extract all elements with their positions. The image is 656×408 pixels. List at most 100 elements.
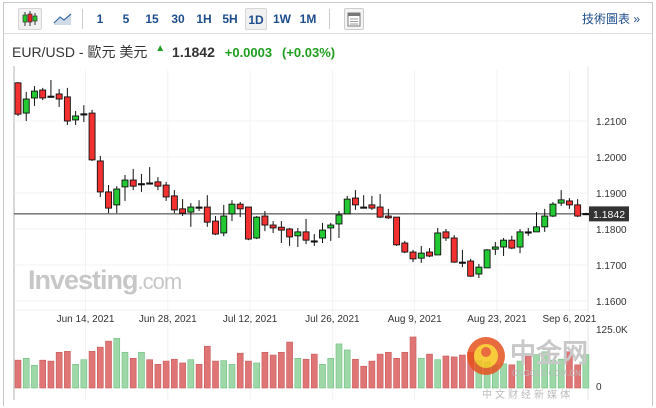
- candle-body: [458, 261, 466, 264]
- candle-body: [162, 184, 170, 198]
- candle: [343, 195, 351, 215]
- volume-bar: [203, 345, 211, 389]
- candle-body: [129, 179, 137, 187]
- candle: [450, 235, 458, 263]
- interval-5h[interactable]: 5H: [222, 12, 238, 26]
- candle-body: [475, 266, 483, 275]
- interval-5[interactable]: 5: [122, 12, 130, 26]
- candle-body: [491, 246, 499, 250]
- candle: [458, 249, 466, 268]
- area-chart-button[interactable]: [52, 8, 76, 30]
- candle-body: [574, 204, 582, 217]
- candlestick-icon: [22, 11, 38, 26]
- volume-bar: [524, 356, 532, 389]
- candle-body: [409, 251, 417, 260]
- candle: [261, 211, 269, 232]
- date-tick-label: Aug 9, 2021: [388, 314, 442, 325]
- toolbar: 1 5 15 30 1H 5H 1D 1W 1M 技術圖表 »: [4, 3, 652, 34]
- candle: [55, 88, 63, 107]
- candle: [220, 204, 228, 237]
- date-tick-label: Jul 12, 2021: [223, 314, 278, 325]
- volume-bar: [253, 362, 260, 389]
- technical-chart-link[interactable]: 技術圖表 »: [581, 12, 640, 26]
- candle: [426, 248, 433, 258]
- candle-body: [277, 226, 285, 231]
- volume-bar: [574, 364, 581, 389]
- volume-bar: [409, 336, 417, 389]
- interval-30[interactable]: 30: [171, 12, 185, 26]
- interval-1m[interactable]: 1M: [299, 12, 317, 26]
- date-tick-label: Sep 6, 2021: [542, 314, 596, 325]
- candle-body: [47, 95, 55, 98]
- candle-body: [319, 229, 326, 239]
- candle: [491, 241, 499, 255]
- volume-bar: [14, 359, 22, 389]
- volume-bar: [55, 351, 63, 389]
- volume-tick-label: 125.0K: [596, 325, 628, 336]
- table-icon: [347, 12, 361, 27]
- interval-15[interactable]: 15: [145, 12, 159, 26]
- candle-body: [442, 231, 450, 239]
- volume-bar: [129, 358, 137, 389]
- candle: [212, 216, 219, 236]
- price-tick-label: 1.2000: [596, 153, 627, 164]
- candle: [524, 227, 532, 236]
- volume-bar: [376, 353, 384, 389]
- candle: [253, 216, 261, 240]
- table-view-button[interactable]: [344, 8, 364, 30]
- candle: [434, 227, 442, 256]
- interval-1d[interactable]: 1D: [245, 8, 267, 30]
- candle: [96, 155, 104, 197]
- cngold-logo-dot: [481, 347, 491, 357]
- candle-body: [170, 195, 178, 211]
- candle-body: [426, 251, 433, 257]
- area-chart-icon: [53, 13, 72, 25]
- investing-watermark-suffix: .com: [138, 269, 182, 294]
- candle-body: [360, 206, 368, 209]
- candle: [63, 87, 71, 125]
- candle: [162, 181, 170, 201]
- candle-body: [212, 220, 219, 235]
- candle: [121, 175, 129, 201]
- volume-bar: [138, 351, 145, 389]
- price-tick-label: 1.1600: [596, 297, 627, 308]
- interval-1[interactable]: 1: [96, 12, 104, 26]
- candle-body: [96, 160, 104, 193]
- instrument-name: EUR/USD - 歐元 美元: [12, 44, 148, 60]
- interval-1h[interactable]: 1H: [196, 12, 212, 26]
- candle: [277, 221, 285, 244]
- candle: [39, 87, 47, 101]
- candle-body: [343, 198, 351, 215]
- candle: [483, 249, 491, 269]
- candle-body: [14, 82, 22, 115]
- volume-bar: [401, 351, 409, 389]
- candle-body: [368, 204, 376, 209]
- current-price-label: 1.1842: [593, 209, 625, 221]
- volume-bar: [549, 359, 557, 389]
- volume-bar: [393, 358, 400, 389]
- candle: [228, 200, 236, 222]
- candle-body: [335, 214, 343, 225]
- candle-body: [80, 113, 88, 116]
- candle: [310, 234, 318, 246]
- volume-bar: [261, 351, 269, 389]
- candle-body: [557, 199, 565, 204]
- candle-body: [72, 115, 80, 121]
- price-change-percent: (+0.03%): [282, 45, 336, 60]
- interval-1w[interactable]: 1W: [273, 12, 291, 26]
- candlestick-chart-button[interactable]: [18, 8, 42, 30]
- volume-bar: [80, 359, 88, 389]
- cngold-logo: [467, 337, 505, 375]
- volume-bar: [302, 358, 310, 389]
- candle-body: [105, 191, 112, 209]
- candle: [516, 229, 524, 254]
- candle: [286, 227, 294, 246]
- toolbar-divider: [82, 9, 83, 29]
- volume-bar: [335, 343, 343, 389]
- volume-bar: [516, 360, 524, 389]
- candle-body: [302, 231, 310, 241]
- volume-bar: [154, 364, 162, 389]
- volume-bar: [557, 358, 565, 389]
- candle-body: [541, 215, 549, 228]
